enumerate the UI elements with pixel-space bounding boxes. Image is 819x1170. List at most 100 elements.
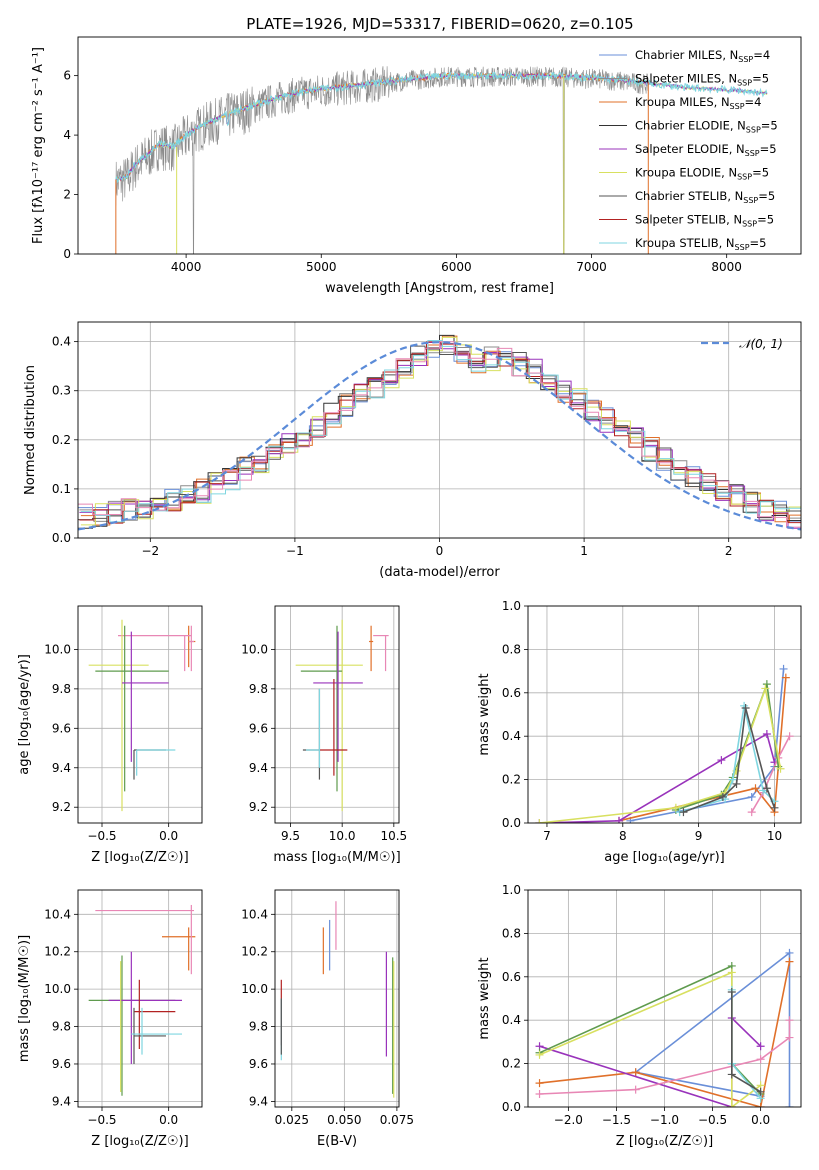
weight-point-marker xyxy=(781,673,790,682)
weight-series-line xyxy=(539,1016,762,1107)
axes-frame xyxy=(274,605,400,824)
residual-histogram xyxy=(80,340,801,523)
x-tick-label: 6000 xyxy=(441,260,472,274)
weight-point-marker xyxy=(718,792,727,801)
x-tick-label: −0.5 xyxy=(87,1113,116,1127)
y-axis-label: Normed distribution xyxy=(23,365,38,495)
legend-label: Chabrier STELIB, NSSP=5 xyxy=(635,189,775,205)
y-tick-label: 1.0 xyxy=(502,599,521,613)
weight-point-marker xyxy=(785,948,794,957)
figure-title: PLATE=1926, MJD=53317, FIBERID=0620, z=0… xyxy=(246,15,633,33)
weight-point-marker xyxy=(631,1068,640,1077)
weight-point-marker xyxy=(751,784,760,793)
y-tick-label: 0.2 xyxy=(502,1057,521,1071)
axes-frame xyxy=(527,605,802,824)
x-axis-label: wavelength [Angstrom, rest frame] xyxy=(325,281,554,296)
x-tick-label: −2 xyxy=(141,544,159,558)
legend-label: Salpeter STELIB, NSSP=5 xyxy=(635,213,774,229)
weight-point-marker xyxy=(785,1033,794,1042)
legend-label: Salpeter MILES, NSSP=5 xyxy=(635,72,769,88)
weight-series-line xyxy=(539,685,782,823)
y-tick-label: 0.4 xyxy=(502,729,521,743)
y-tick-label: 9.8 xyxy=(249,1020,268,1034)
y-tick-label: 2 xyxy=(63,188,71,202)
histogram-layer xyxy=(78,334,801,531)
weight-series-line xyxy=(731,989,762,1099)
y-tick-label: 0.6 xyxy=(502,686,521,700)
weight-point-marker xyxy=(727,1070,736,1079)
weight-point-marker xyxy=(535,1050,544,1059)
y-tick-label: 0.0 xyxy=(502,816,521,830)
errorbar-layer xyxy=(295,619,389,812)
weight-point-marker xyxy=(717,756,726,765)
x-tick-label: −1.5 xyxy=(602,1113,631,1127)
y-tick-label: 10.0 xyxy=(241,982,268,996)
y-tick-label: 9.6 xyxy=(249,1057,268,1071)
y-tick-label: 10.2 xyxy=(241,945,268,959)
legend-label: Kroupa ELODIE, NSSP=5 xyxy=(635,166,769,182)
x-axis-label: mass [log₁₀(M/M☉)] xyxy=(273,850,400,865)
axes-frame xyxy=(77,321,802,539)
weight-point-marker xyxy=(785,1016,794,1025)
y-tick-label: 0.2 xyxy=(52,433,71,447)
y-axis-label: mass weight xyxy=(477,673,492,755)
weight-point-marker xyxy=(535,819,544,823)
y-tick-label: 0.4 xyxy=(502,1013,521,1027)
x-tick-label: 9.5 xyxy=(281,829,300,843)
errorbar-layer xyxy=(88,619,196,812)
x-tick-label: 0.050 xyxy=(327,1113,361,1127)
y-tick-label: 9.6 xyxy=(52,721,71,735)
x-tick-label: 9 xyxy=(695,829,703,843)
residual-histogram xyxy=(78,345,801,521)
weight-point-marker xyxy=(727,968,736,977)
model-spectrum-line xyxy=(115,71,768,183)
weight-point-marker xyxy=(785,732,794,741)
y-tick-label: 10.2 xyxy=(44,945,71,959)
weight-point-marker xyxy=(727,987,736,996)
weight-point-marker xyxy=(756,1055,765,1064)
residual-histogram xyxy=(78,341,801,528)
weight-series-line xyxy=(683,707,776,813)
y-tick-label: 10.0 xyxy=(241,642,268,656)
weight-series-line xyxy=(679,705,776,813)
weight-point-marker xyxy=(776,764,785,773)
y-tick-label: 6 xyxy=(63,69,71,83)
y-tick-label: 9.4 xyxy=(249,761,268,775)
x-tick-label: 8000 xyxy=(711,260,742,274)
x-tick-label: 0.0 xyxy=(159,1113,178,1127)
weight-series-layer xyxy=(535,664,794,823)
normal-curve xyxy=(78,341,801,531)
x-tick-label: 0.075 xyxy=(380,1113,414,1127)
legend-label: 𝒩(0, 1) xyxy=(739,337,783,351)
legend-label: Chabrier ELODIE, NSSP=5 xyxy=(635,119,778,135)
weight-point-marker xyxy=(741,703,750,712)
legend-label: Chabrier MILES, NSSP=4 xyxy=(635,48,770,64)
y-tick-label: 9.6 xyxy=(249,721,268,735)
y-tick-label: 0.6 xyxy=(502,970,521,984)
y-axis-label: mass weight xyxy=(477,957,492,1039)
y-tick-label: 0.1 xyxy=(52,482,71,496)
x-axis-label: E(B-V) xyxy=(317,1134,357,1149)
x-axis-label: Z [log₁₀(Z/Z☉)] xyxy=(616,1134,713,1149)
axes-frame xyxy=(527,889,802,1108)
y-tick-label: 9.4 xyxy=(52,761,71,775)
y-tick-label: 10.0 xyxy=(44,642,71,656)
y-tick-label: 9.4 xyxy=(52,1094,71,1108)
y-tick-label: 9.2 xyxy=(249,800,268,814)
panels-layer: 4000 5000 6000 7000 8000 0 2 4 6 wavelength [Angs… xyxy=(17,36,802,1149)
y-axis-label: Flux [fλ10⁻¹⁷ erg cm⁻² s⁻¹ A⁻¹] xyxy=(31,47,46,244)
weight-point-marker xyxy=(727,1103,736,1107)
weight-point-marker xyxy=(535,1079,544,1088)
x-tick-label: 0.0 xyxy=(159,829,178,843)
y-tick-label: 0 xyxy=(63,247,71,261)
y-tick-label: 9.8 xyxy=(249,682,268,696)
weight-point-marker xyxy=(785,1103,794,1107)
weight-point-marker xyxy=(762,784,771,793)
y-tick-label: 9.8 xyxy=(52,682,71,696)
x-tick-label: 7 xyxy=(543,829,551,843)
weight-point-marker xyxy=(756,1087,765,1096)
x-tick-label: 10.5 xyxy=(380,829,407,843)
axes-frame xyxy=(77,889,203,1108)
y-tick-label: 9.6 xyxy=(52,1057,71,1071)
